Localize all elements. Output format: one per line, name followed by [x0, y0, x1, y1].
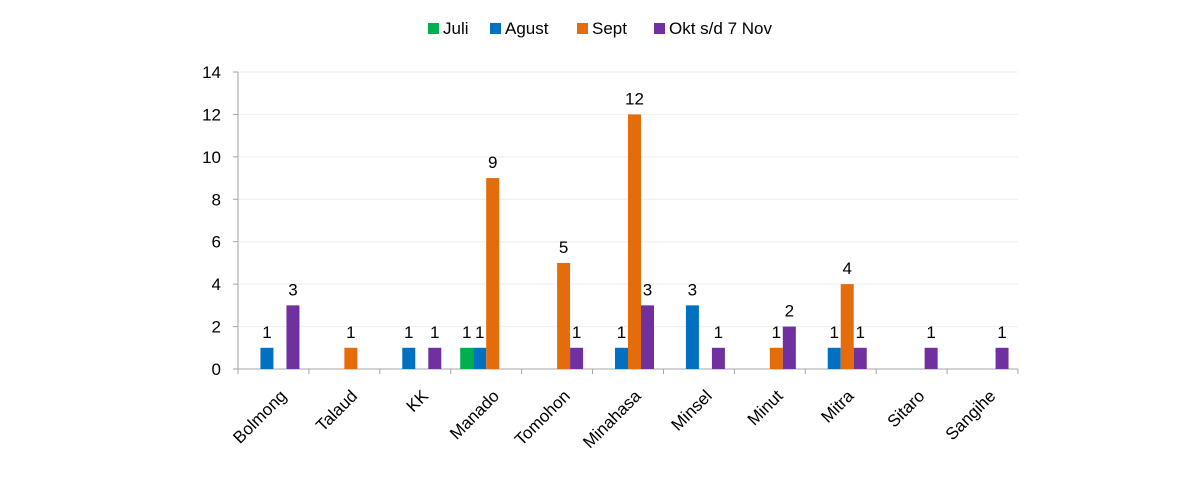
bar	[402, 347, 416, 369]
data-label: 12	[625, 89, 644, 108]
bar	[570, 347, 584, 369]
x-tick-label: Sangihe	[942, 386, 1000, 444]
bar	[486, 178, 500, 369]
y-tick-label: 10	[202, 148, 221, 167]
bar	[840, 284, 854, 369]
y-tick-label: 14	[202, 63, 221, 82]
x-tick-label: Mitra	[817, 386, 858, 427]
x-tick-label: Minsel	[668, 386, 716, 434]
bar	[685, 305, 699, 369]
data-label: 1	[997, 323, 1006, 342]
data-label: 1	[404, 323, 413, 342]
data-label: 4	[842, 259, 851, 278]
legend-swatch	[654, 23, 665, 34]
data-label: 2	[785, 302, 794, 321]
y-tick-label: 2	[212, 318, 221, 337]
legend-label: Agust	[505, 19, 549, 38]
bar	[995, 347, 1009, 369]
bar	[769, 347, 783, 369]
bar	[344, 347, 358, 369]
y-tick-label: 6	[212, 233, 221, 252]
bar	[827, 347, 841, 369]
bar	[628, 114, 641, 369]
legend-swatch	[428, 23, 439, 34]
data-label: 1	[617, 323, 626, 342]
bar	[557, 262, 571, 369]
data-label: 1	[714, 323, 723, 342]
x-tick-label: Minahasa	[579, 386, 645, 452]
data-label: 1	[855, 323, 864, 342]
data-label: 1	[430, 323, 439, 342]
data-label: 5	[559, 238, 568, 257]
bar	[428, 347, 442, 369]
data-label: 3	[688, 280, 697, 299]
data-label: 1	[475, 323, 484, 342]
bar	[286, 305, 300, 369]
data-label: 3	[288, 280, 297, 299]
bar	[473, 347, 487, 369]
bar	[641, 305, 654, 369]
data-label: 3	[643, 280, 652, 299]
bar	[260, 347, 274, 369]
data-label: 1	[829, 323, 838, 342]
legend-label: Juli	[443, 19, 469, 38]
x-tick-label: Bolmong	[229, 386, 290, 447]
y-tick-label: 0	[212, 360, 221, 379]
bar	[924, 347, 938, 369]
x-tick-label: Tomohon	[511, 386, 574, 449]
bar	[782, 326, 796, 369]
bar	[853, 347, 867, 369]
y-tick-label: 4	[212, 275, 221, 294]
x-tick-label: KK	[403, 386, 433, 416]
bar	[460, 347, 474, 369]
data-label: 1	[926, 323, 935, 342]
legend-label: Sept	[592, 19, 627, 38]
data-label: 1	[262, 323, 271, 342]
data-label: 1	[346, 323, 355, 342]
legend-swatch	[490, 23, 501, 34]
bar	[615, 347, 628, 369]
bar	[711, 347, 725, 369]
data-label: 1	[572, 323, 581, 342]
data-label: 9	[488, 153, 497, 172]
x-tick-label: Sitaro	[884, 386, 929, 431]
y-tick-label: 12	[202, 105, 221, 124]
data-label: 1	[462, 323, 471, 342]
x-tick-label: Manado	[446, 386, 503, 443]
data-label: 1	[772, 323, 781, 342]
y-tick-label: 8	[212, 190, 221, 209]
x-tick-label: Minut	[744, 386, 787, 429]
x-tick-label: Talaud	[312, 386, 361, 435]
legend-swatch	[577, 23, 588, 34]
legend-label: Okt s/d 7 Nov	[669, 19, 772, 38]
